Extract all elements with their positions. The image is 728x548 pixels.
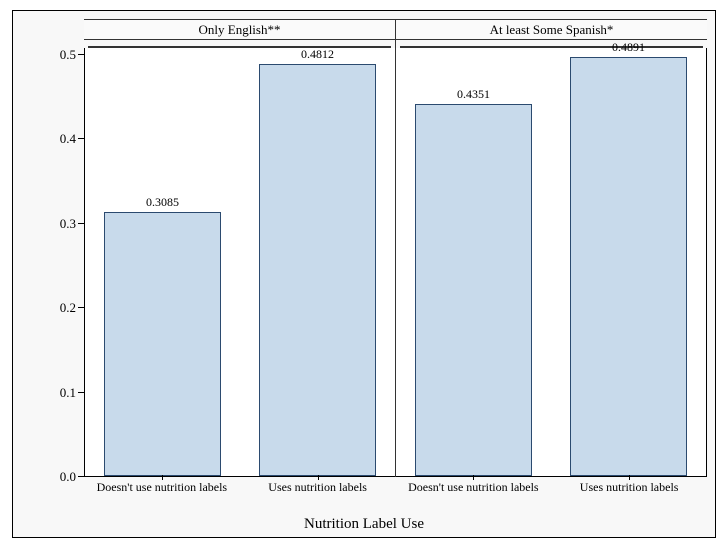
x-tick-mark	[318, 475, 319, 480]
bar: 0.4351	[415, 104, 533, 476]
panel: Only English** 0.3085 0.4812	[84, 19, 395, 477]
x-category-labels: Doesn't use nutrition labelsUses nutriti…	[84, 479, 707, 513]
bar: 0.4891	[570, 57, 688, 476]
y-tick-label: 0.0	[60, 469, 76, 485]
panels-container: Only English**0.30850.4812At least Some …	[84, 19, 707, 477]
x-tick-mark	[629, 475, 630, 480]
x-cat-panel: Doesn't use nutrition labelsUses nutriti…	[396, 479, 708, 513]
panel-title: Only English**	[84, 20, 395, 40]
y-tick-label: 0.1	[60, 385, 76, 401]
x-axis-label: Nutrition Label Use	[13, 516, 715, 533]
panel: At least Some Spanish* 0.4351 0.4891	[395, 19, 707, 477]
x-category-label: Doesn't use nutrition labels	[84, 479, 240, 513]
bar: 0.3085	[104, 212, 222, 476]
x-cat-panel: Doesn't use nutrition labelsUses nutriti…	[84, 479, 396, 513]
chart-frame: Proportion above Median HEI Nutrition La…	[12, 10, 716, 538]
panel-title: At least Some Spanish*	[396, 20, 707, 40]
bar-value-label: 0.3085	[105, 195, 221, 210]
plot-area: 0.3085 0.4812	[84, 48, 395, 477]
x-tick-mark	[473, 475, 474, 480]
bar-value-label: 0.4891	[571, 40, 687, 55]
y-axis-ticks: 0.00.10.20.30.40.5	[48, 55, 84, 477]
bar-value-label: 0.4351	[416, 87, 532, 102]
plot-area: 0.4351 0.4891	[396, 48, 707, 477]
x-tick-mark	[162, 475, 163, 480]
y-tick-label: 0.3	[60, 216, 76, 232]
x-category-label: Doesn't use nutrition labels	[396, 479, 552, 513]
y-tick-label: 0.4	[60, 131, 76, 147]
x-category-label: Uses nutrition labels	[551, 479, 707, 513]
y-tick-label: 0.5	[60, 47, 76, 63]
x-category-label: Uses nutrition labels	[240, 479, 396, 513]
y-tick-label: 0.2	[60, 300, 76, 316]
bar: 0.4812	[259, 64, 377, 476]
bar-value-label: 0.4812	[260, 47, 376, 62]
